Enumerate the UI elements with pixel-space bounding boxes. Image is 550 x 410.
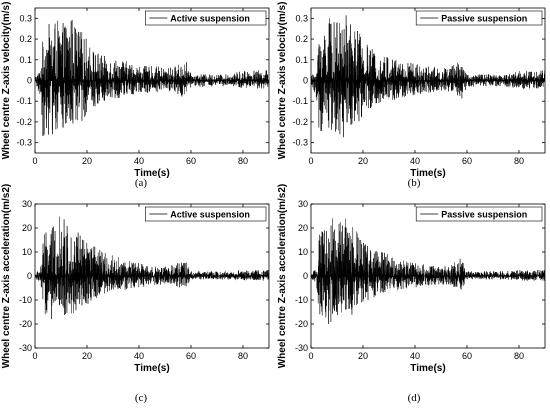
y-tick-label: 0	[303, 76, 308, 86]
y-tick-label: 0	[303, 271, 308, 281]
y-tick-label: -10	[295, 295, 308, 305]
x-tick-label: 60	[462, 351, 472, 361]
panel-caption: (d)	[408, 392, 421, 404]
x-tick-label: 60	[186, 156, 196, 166]
legend-box	[415, 10, 543, 26]
legend-box	[415, 206, 543, 222]
chart-panel-3: 0 20 40 60 80 -30 -20 -10 0 10 20 30 Time(s) Wheel ce…	[1, 184, 270, 404]
x-tick-label: 80	[514, 156, 524, 166]
y-tick-label: 0.1	[295, 55, 308, 65]
y-tick-label: -0.3	[292, 138, 308, 148]
x-axis-label: Time(s)	[134, 168, 169, 179]
y-tick-label: -0.2	[16, 117, 32, 127]
x-tick-label: 40	[410, 156, 420, 166]
y-tick-label: -20	[295, 319, 308, 329]
y-tick-label: 30	[22, 199, 32, 209]
legend-label: Active suspension	[170, 14, 250, 24]
y-axis-label: Wheel centre Z-axis velocity(m/s)	[1, 2, 12, 160]
chart-panel-2: 0 20 40 60 80 -0.3 -0.2 -0.1 0 0.1 0.2 0.3 Time(s) Wh…	[277, 2, 546, 189]
x-tick-label: 40	[134, 156, 144, 166]
y-tick-label: 10	[298, 247, 308, 257]
x-tick-label: 60	[462, 156, 472, 166]
x-axis-label: Time(s)	[410, 168, 445, 179]
x-axis-label: Time(s)	[134, 363, 169, 374]
y-tick-label: -0.2	[292, 117, 308, 127]
x-tick-label: 40	[410, 351, 420, 361]
y-tick-label: 0.1	[19, 55, 32, 65]
y-tick-label: 0	[27, 76, 32, 86]
legend-box	[145, 10, 267, 26]
x-tick-label: 80	[238, 351, 248, 361]
x-tick-label: 20	[358, 351, 368, 361]
x-tick-label: 80	[238, 156, 248, 166]
series-line	[35, 19, 269, 136]
legend-label: Passive suspension	[441, 210, 527, 220]
x-tick-label: 60	[186, 351, 196, 361]
y-tick-label: 0.2	[295, 34, 308, 44]
series-line	[311, 218, 545, 324]
y-tick-label: 0.3	[295, 13, 308, 23]
x-tick-label: 80	[514, 351, 524, 361]
legend-label: Active suspension	[170, 210, 250, 220]
y-tick-label: 20	[22, 223, 32, 233]
y-tick-label: -30	[295, 343, 308, 353]
y-tick-label: -30	[19, 343, 32, 353]
y-axis-label: Wheel centre Z-axis acceleration(m/s2)	[1, 184, 12, 369]
y-tick-label: -0.1	[16, 96, 32, 106]
chart-panel-4: 0 20 40 60 80 -30 -20 -10 0 10 20 30 Time(s) Wheel ce…	[277, 184, 546, 404]
y-axis-label: Wheel centre Z-axis acceleration(m/s2)	[277, 184, 288, 369]
y-tick-label: 30	[298, 199, 308, 209]
panel-caption: (c)	[135, 392, 148, 404]
y-tick-label: 0.2	[19, 34, 32, 44]
y-tick-label: 0.3	[19, 13, 32, 23]
x-tick-label: 20	[82, 351, 92, 361]
x-tick-label: 20	[358, 156, 368, 166]
series-line	[35, 216, 269, 320]
y-tick-label: 10	[22, 247, 32, 257]
panel-caption: (b)	[408, 177, 421, 189]
y-tick-label: -20	[19, 319, 32, 329]
y-tick-label: -0.1	[292, 96, 308, 106]
y-tick-label: 0	[27, 271, 32, 281]
x-axis-label: Time(s)	[410, 363, 445, 374]
y-axis-label: Wheel centre Z-axis velocity(m/s)	[277, 2, 288, 160]
y-tick-label: -10	[19, 295, 32, 305]
x-tick-label: 0	[308, 351, 313, 361]
x-tick-label: 0	[308, 156, 313, 166]
y-tick-label: 20	[298, 223, 308, 233]
legend-label: Passive suspension	[441, 14, 527, 24]
x-tick-label: 0	[32, 351, 37, 361]
y-tick-label: -0.3	[16, 138, 32, 148]
x-tick-label: 20	[82, 156, 92, 166]
legend-box	[145, 206, 267, 222]
x-tick-label: 40	[134, 351, 144, 361]
series-line	[311, 15, 545, 138]
chart-panel-1: 0 20 40 60 80 -0.3 -0.2 -0.1 0 0.1 0.2 0.3 Time(s) Wh…	[1, 2, 270, 189]
x-tick-label: 0	[32, 156, 37, 166]
panel-caption: (a)	[135, 177, 148, 189]
